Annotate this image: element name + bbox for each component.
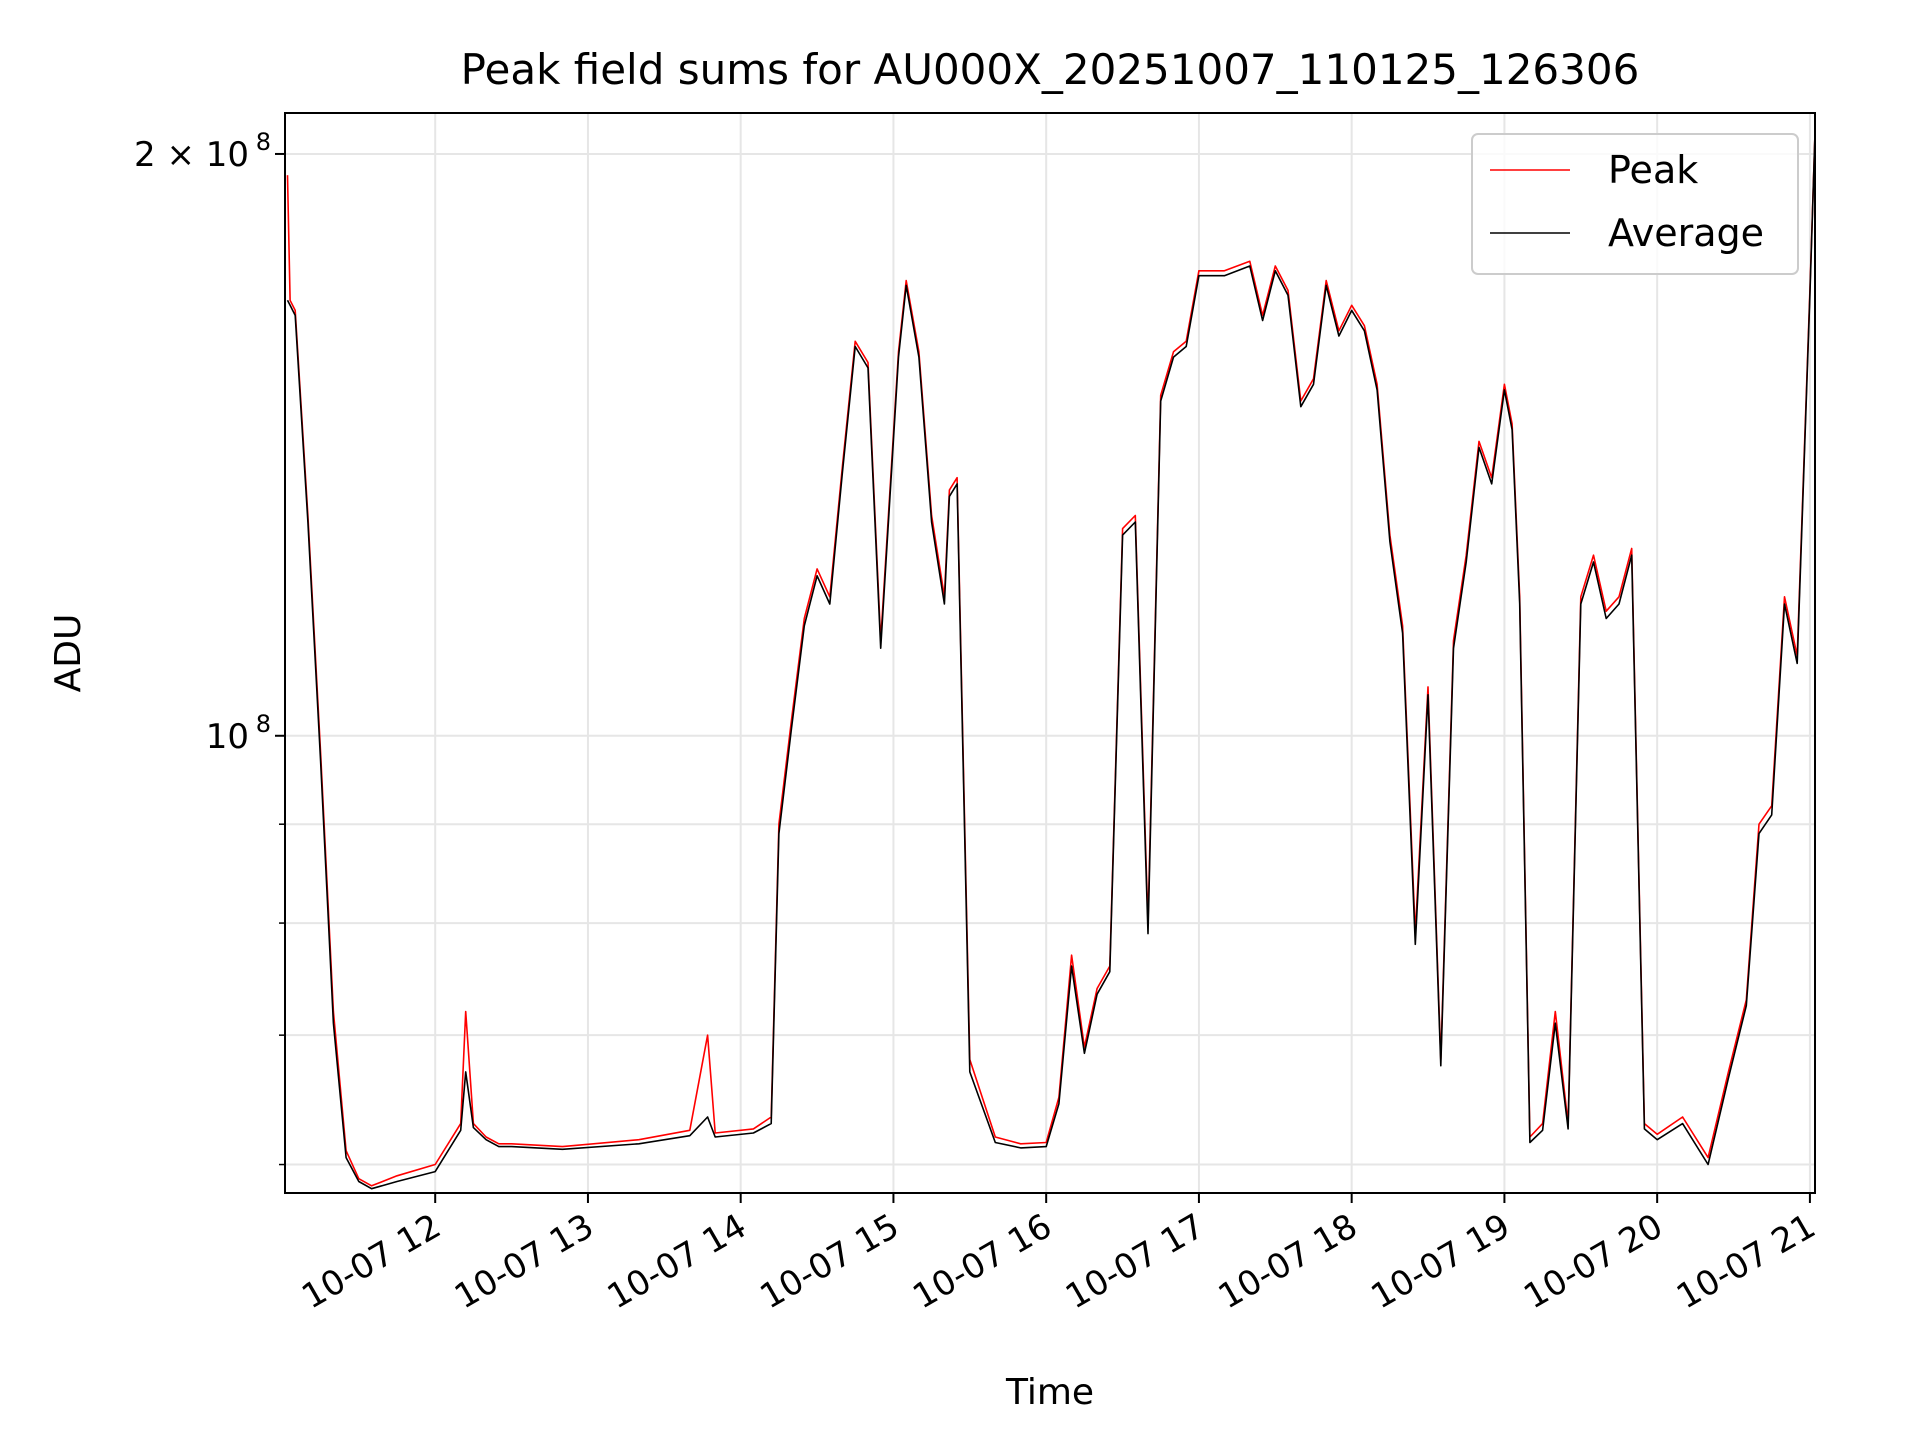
y-tick-label: 10 [206, 717, 249, 757]
legend-box [1471, 133, 1799, 275]
legend: Peak Average [1471, 133, 1799, 275]
legend-label-peak: Peak [1608, 148, 1698, 192]
series-layer [286, 133, 1816, 1190]
y-tick-exponent: 8 [256, 710, 271, 738]
series-line-average [286, 133, 1816, 1190]
y-axis: 2 × 10 810 8 [134, 128, 285, 1166]
y-axis-label: ADU [48, 614, 89, 693]
grid-lines [285, 113, 1815, 1193]
legend-label-average: Average [1608, 211, 1764, 255]
y-tick-exponent: 8 [256, 128, 271, 156]
x-axis-label: Time [1005, 1372, 1094, 1413]
plot-frame [284, 112, 1816, 1194]
chart-title: Peak field sums for AU000X_20251007_1101… [461, 45, 1640, 94]
y-tick-label: 2 × 10 [134, 135, 249, 175]
